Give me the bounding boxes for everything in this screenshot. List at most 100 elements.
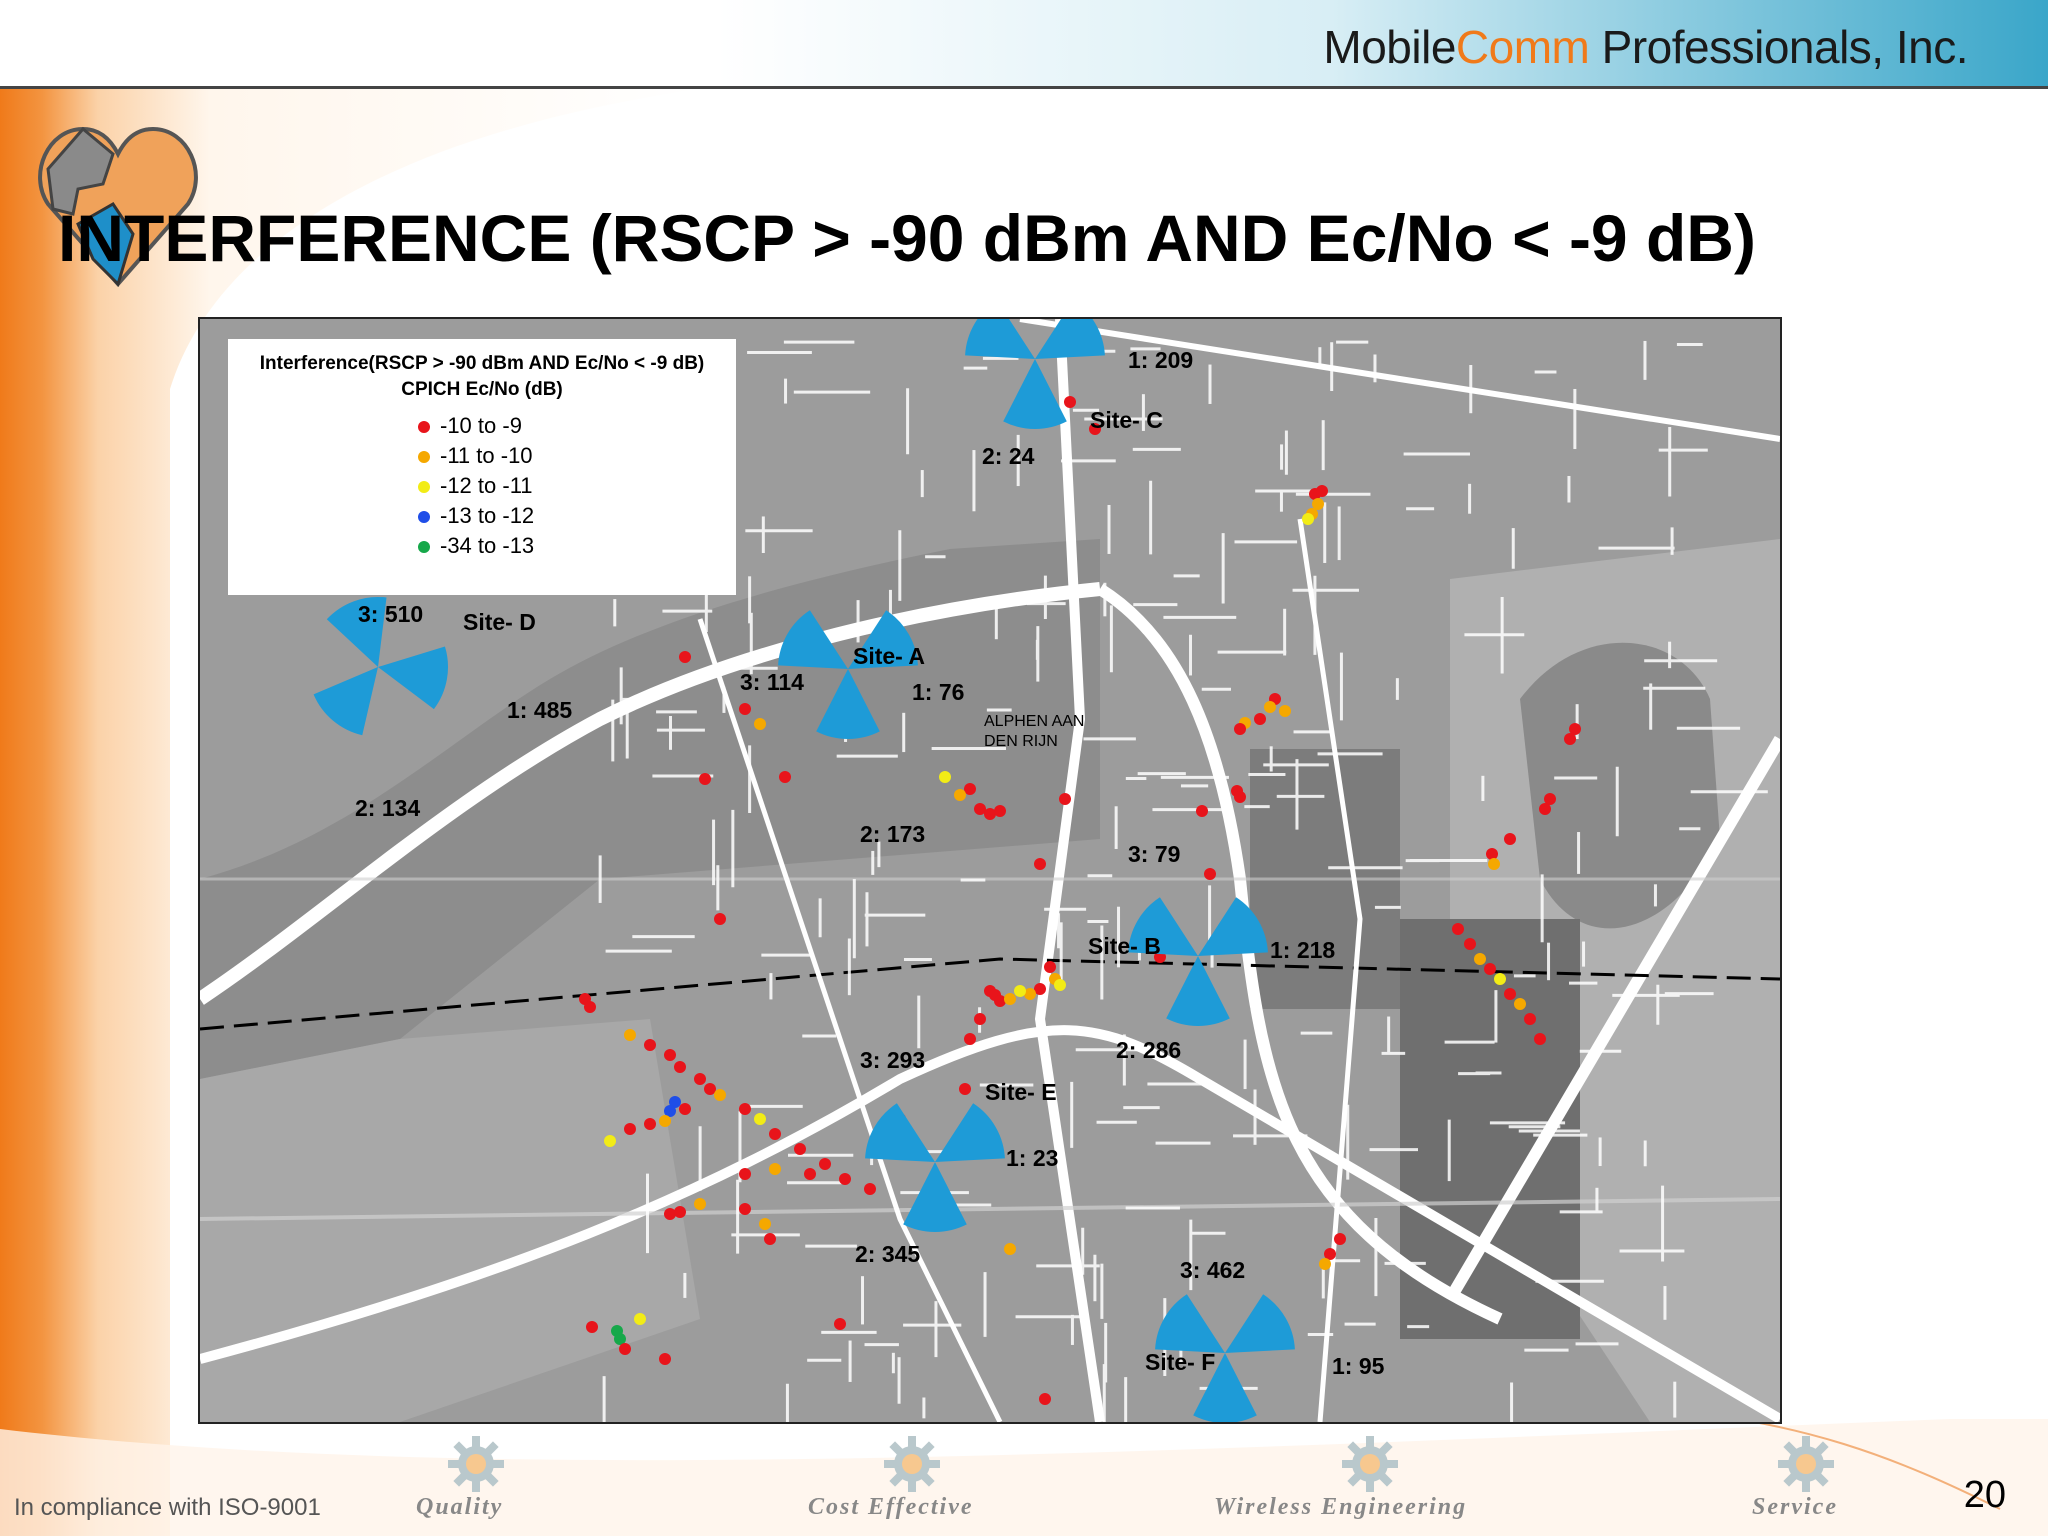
antenna-sector-wedge (1035, 319, 1105, 359)
sector-label: 2: 345 (855, 1241, 921, 1267)
legend-title: Interference(RSCP > -90 dBm AND Ec/No < … (259, 353, 705, 374)
interference-sample-dot (1312, 498, 1324, 510)
interference-sample-dot (739, 1168, 751, 1180)
interference-sample-dot (779, 771, 791, 783)
interference-sample-dot (1534, 1033, 1546, 1045)
sector-label: 1: 76 (912, 679, 965, 705)
legend-swatch (418, 421, 430, 434)
interference-sample-dot (1234, 791, 1246, 803)
interference-sample-dot (1474, 953, 1486, 965)
sector-label: 3: 114 (740, 669, 804, 695)
interference-sample-dot (984, 808, 996, 820)
interference-sample-dot (1014, 985, 1026, 997)
puzzle-heart-logo (38, 114, 198, 294)
coverage-map: Interference(RSCP > -90 dBm AND Ec/No < … (198, 317, 1782, 1424)
interference-sample-dot (994, 995, 1006, 1007)
interference-sample-dot (974, 803, 986, 815)
interference-sample-dot (669, 1096, 681, 1108)
antenna-sector-wedge (816, 669, 880, 739)
header-bar (0, 0, 2048, 88)
gear-icon (444, 1432, 508, 1496)
interference-sample-dot (1488, 858, 1500, 870)
interference-sample-dot (964, 1033, 976, 1045)
antenna-sector-wedge (903, 1162, 967, 1232)
page-number: 20 (1963, 1474, 2006, 1516)
interference-sample-dot (664, 1049, 676, 1061)
sector-label: 3: 293 (860, 1047, 926, 1073)
interference-sample-dot (1004, 993, 1016, 1005)
legend-swatch (418, 481, 430, 494)
interference-sample-dot (699, 773, 711, 785)
interference-sample-dot (1039, 1393, 1051, 1405)
interference-sample-dot (1319, 1258, 1331, 1270)
interference-sample-dot (714, 1089, 726, 1101)
interference-sample-dot (1486, 848, 1498, 860)
interference-sample-dot (794, 1143, 806, 1155)
antenna-sector-wedge (313, 667, 378, 736)
interference-sample-dot (769, 1128, 781, 1140)
site-label-a: Site- A (853, 643, 925, 669)
interference-sample-dot (634, 1313, 646, 1325)
footer-service: Service (1752, 1494, 1838, 1520)
header-divider (0, 86, 2048, 89)
interference-sample-dot (1484, 963, 1496, 975)
footer-cost-effective: Cost Effective (808, 1494, 974, 1520)
interference-sample-dot (764, 1233, 776, 1245)
interference-sample-dot (619, 1343, 631, 1355)
interference-sample-dot (1504, 833, 1516, 845)
antenna-sector-wedge (1166, 956, 1230, 1026)
town-label: DEN RIJN (984, 733, 1058, 750)
interference-sample-dot (1054, 979, 1066, 991)
interference-sample-dot (864, 1183, 876, 1195)
antenna-sector-wedge (865, 1103, 935, 1162)
antenna-sector-wedge (1128, 897, 1198, 956)
interference-sample-dot (1302, 513, 1314, 525)
interference-sample-dot (624, 1123, 636, 1135)
town-label: ALPHEN AAN (984, 713, 1085, 730)
sector-label: 2: 24 (982, 443, 1035, 469)
sector-label: 2: 173 (860, 821, 926, 847)
footer-wireless-engineering: Wireless Engineering (1214, 1494, 1468, 1520)
interference-sample-dot (959, 1083, 971, 1095)
sector-label: 1: 95 (1332, 1353, 1385, 1379)
interference-sample-dot (1044, 961, 1056, 973)
antenna-sector-wedge (935, 1103, 1005, 1162)
interference-sample-dot (604, 1135, 616, 1147)
sector-label: 2: 134 (355, 795, 421, 821)
interference-sample-dot (759, 1218, 771, 1230)
interference-sample-dot (1254, 713, 1266, 725)
background-swoosh (0, 89, 2048, 1536)
interference-sample-dot (694, 1073, 706, 1085)
legend-swatch (418, 541, 430, 554)
gear-icon (1338, 1432, 1402, 1496)
antenna-sector-wedge (1225, 1294, 1295, 1353)
interference-sample-dot (1334, 1233, 1346, 1245)
interference-sample-dot (1539, 803, 1551, 815)
sector-label: 1: 23 (1006, 1145, 1059, 1171)
legend-swatch (418, 511, 430, 524)
gear-icon (1774, 1432, 1838, 1496)
sector-label: 3: 510 (358, 601, 424, 627)
company-name: MobileComm Professionals, Inc. (1323, 21, 1968, 73)
antenna-sector-wedge (848, 610, 918, 669)
interference-sample-dot (704, 1083, 716, 1095)
sector-label: 1: 209 (1128, 347, 1194, 373)
interference-sample-dot (1564, 733, 1576, 745)
antenna-sector-wedge (326, 597, 387, 667)
site-label-e: Site- E (985, 1079, 1057, 1105)
interference-sample-dot (664, 1105, 676, 1117)
site-label-f: Site- F (1145, 1349, 1216, 1375)
interference-sample-dot (1524, 1013, 1536, 1025)
interference-sample-dot (1569, 723, 1581, 735)
antenna-sector-wedge (1198, 897, 1268, 956)
sector-label: 3: 79 (1128, 841, 1181, 867)
gear-icon (880, 1432, 944, 1496)
legend-item: -10 to -9 (418, 413, 522, 439)
interference-sample-dot (584, 1001, 596, 1013)
interference-sample-dot (939, 771, 951, 783)
interference-sample-dot (1004, 1243, 1016, 1255)
interference-sample-dot (1034, 858, 1046, 870)
interference-sample-dot (1089, 423, 1101, 435)
interference-sample-dot (1204, 868, 1216, 880)
interference-sample-dot (664, 1208, 676, 1220)
